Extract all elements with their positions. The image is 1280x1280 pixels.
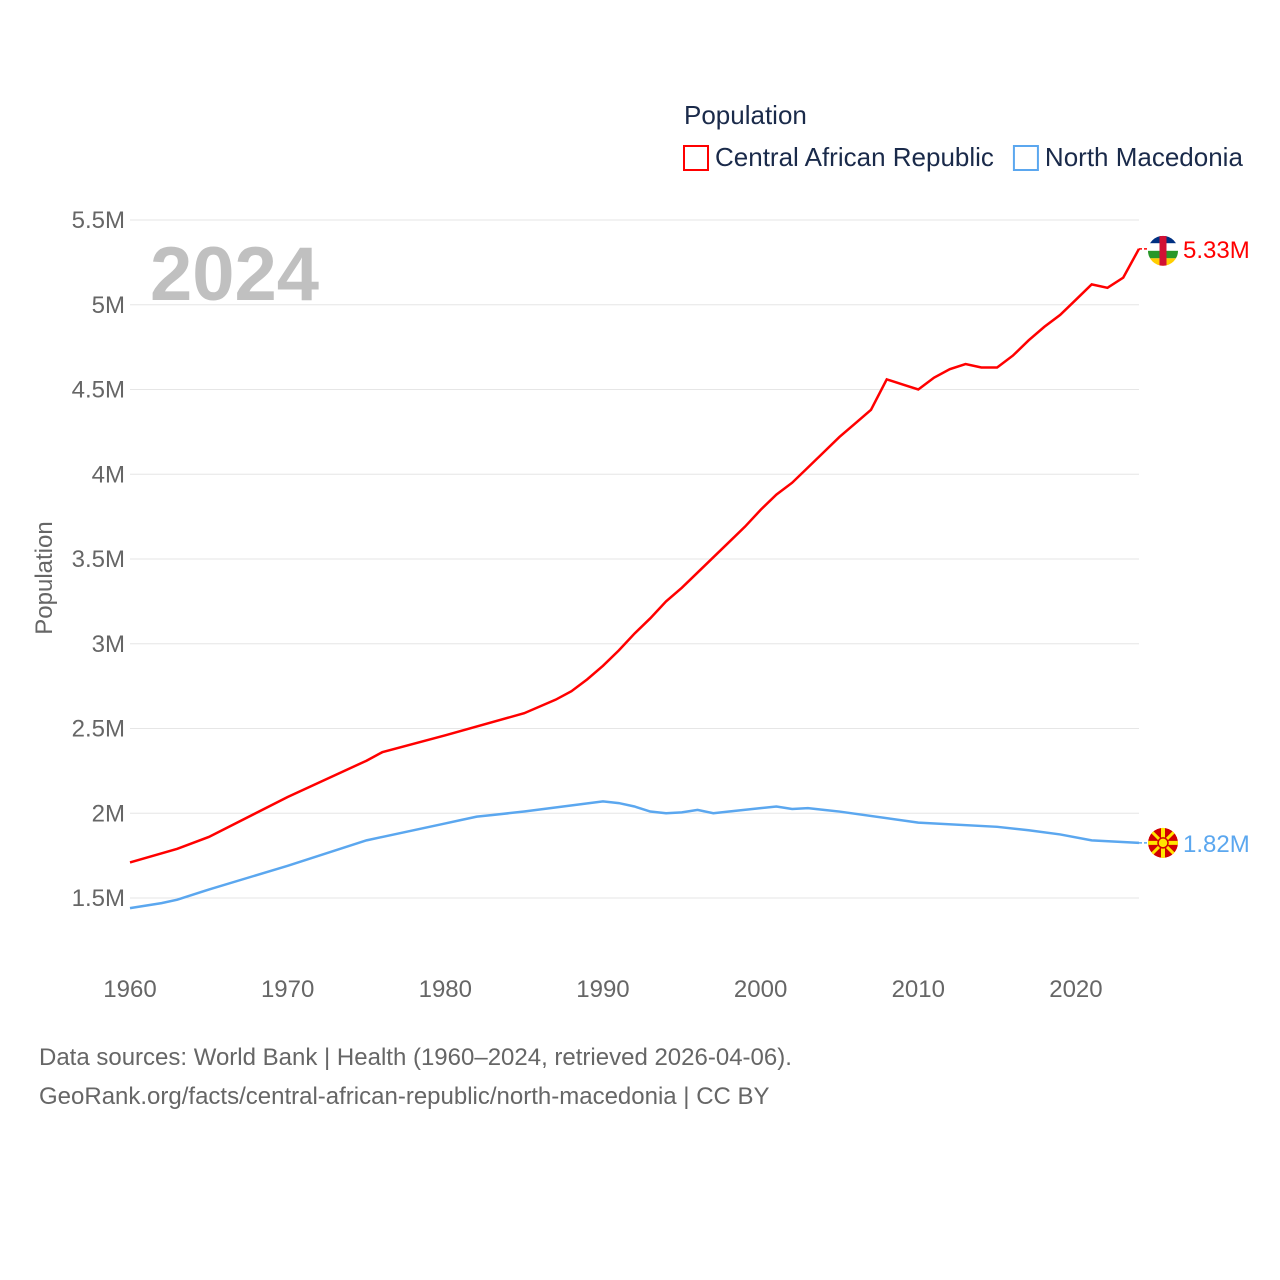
x-tick-label: 2000 bbox=[734, 976, 787, 1003]
legend-title: Population bbox=[684, 100, 807, 130]
legend-label[interactable]: Central African Republic bbox=[715, 142, 994, 172]
series-line bbox=[129, 248, 1141, 864]
y-tick-label: 3M bbox=[92, 631, 125, 658]
x-tick-label: 1980 bbox=[419, 976, 472, 1003]
y-tick-label: 2.5M bbox=[72, 716, 125, 743]
end-value-label: 1.82M bbox=[1183, 831, 1250, 858]
legend-swatch[interactable] bbox=[1012, 145, 1039, 171]
y-tick-label: 1.5M bbox=[72, 885, 125, 912]
legend-swatch[interactable] bbox=[683, 145, 709, 171]
x-tick-label: 1970 bbox=[261, 976, 314, 1003]
year-label: 2024 bbox=[150, 232, 319, 317]
y-tick-label: 5M bbox=[92, 292, 125, 319]
y-tick-label: 5.5M bbox=[72, 207, 125, 234]
y-tick-label: 4M bbox=[92, 461, 125, 488]
y-tick-label: 2M bbox=[92, 800, 125, 827]
y-tick-label: 3.5M bbox=[72, 546, 125, 573]
y-tick-label: 4.5M bbox=[72, 377, 125, 404]
series-line bbox=[129, 800, 1140, 910]
data-source-text: Data sources: World Bank | Health (1960–… bbox=[39, 1044, 792, 1071]
x-tick-label: 1960 bbox=[103, 976, 156, 1003]
central-african-republic-flag-icon bbox=[1148, 235, 1178, 266]
north-macedonia-flag-icon bbox=[1148, 827, 1178, 858]
source-url-text[interactable]: GeoRank.org/facts/central-african-republ… bbox=[39, 1083, 770, 1110]
x-tick-label: 2020 bbox=[1049, 976, 1102, 1003]
x-tick-label: 1990 bbox=[576, 976, 629, 1003]
y-axis-label: Population bbox=[31, 521, 58, 634]
legend-label[interactable]: North Macedonia bbox=[1045, 142, 1244, 172]
x-tick-label: 2010 bbox=[892, 976, 945, 1003]
end-value-label: 5.33M bbox=[1183, 237, 1250, 264]
